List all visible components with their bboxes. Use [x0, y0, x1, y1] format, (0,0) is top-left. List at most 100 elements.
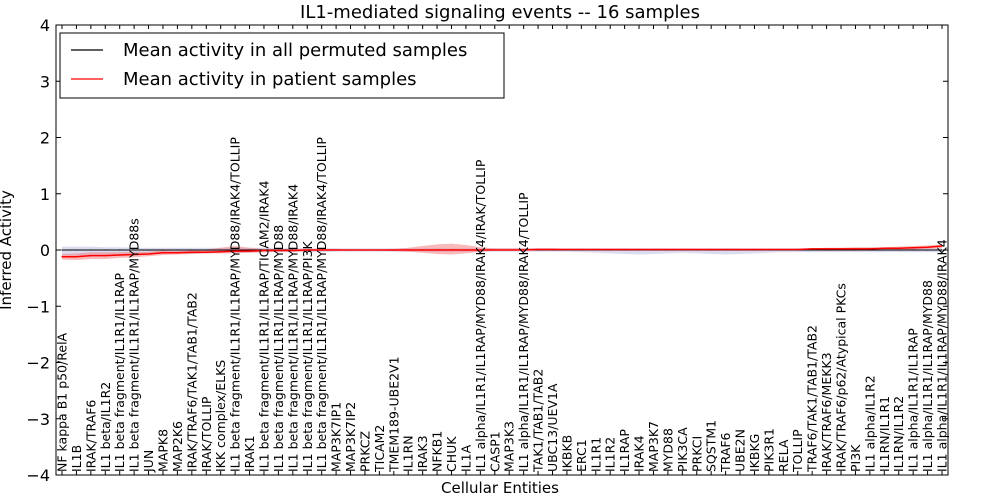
x-tick-label: UBC13/UEV1A: [545, 383, 560, 472]
patient-point: [566, 248, 568, 251]
x-axis-label: Cellular Entities: [441, 479, 559, 497]
patient-point: [537, 248, 539, 251]
patient-point: [119, 254, 121, 256]
x-tick-label: NFKB1: [430, 431, 445, 472]
x-tick-label: MAP3K7: [646, 421, 661, 472]
patient-point: [349, 249, 352, 251]
patient-point: [609, 248, 611, 251]
patient-point: [595, 248, 597, 251]
y-tick-label: 0: [40, 241, 50, 260]
permuted-point: [869, 249, 871, 251]
x-tick-label: IKBKG: [747, 434, 762, 472]
permuted-point: [133, 249, 135, 251]
patient-point: [725, 248, 727, 251]
y-tick-label: 1: [40, 185, 50, 204]
patient-point: [234, 250, 236, 252]
patient-point: [580, 248, 582, 251]
x-tick-label: IL1B: [69, 445, 84, 472]
x-tick-label: PI3K: [848, 444, 863, 472]
y-tick-label: 3: [40, 72, 50, 91]
permuted-point: [162, 249, 164, 251]
x-tick-label: IL1R2: [603, 437, 618, 472]
patient-point: [220, 251, 222, 253]
x-tick-label: ERC1: [574, 439, 589, 472]
x-tick-label: TAK1/TAB1/TAB2: [531, 369, 546, 473]
patient-point: [75, 256, 78, 258]
x-tick-label: PIK3R1: [761, 428, 776, 472]
x-tick-label: NF kappa B1 p50/RelA: [55, 332, 70, 472]
x-tick-label: MYD88: [660, 428, 675, 472]
x-tick-label: IL1 beta fragment/IL1R1/IL1RAP/MYD88/IRA…: [285, 184, 300, 472]
patient-point: [335, 249, 337, 251]
permuted-point: [248, 249, 251, 251]
patient-point: [205, 251, 207, 253]
patient-point: [898, 247, 900, 249]
permuted-point: [811, 249, 813, 251]
permuted-point: [61, 249, 63, 251]
permuted-point: [75, 249, 78, 251]
patient-point: [162, 252, 164, 254]
patient-point: [393, 249, 395, 251]
patient-point: [436, 249, 438, 251]
x-tick-label: IL1RAP: [617, 429, 632, 472]
x-tick-label: IRAK4: [632, 435, 647, 472]
x-tick-label: IL1 beta fragment/IL1R1/IL1RAP: [112, 272, 127, 472]
permuted-point: [941, 249, 943, 251]
x-tick-label: MAP2K6: [170, 421, 185, 472]
x-tick-label: IL1 beta fragment/IL1R1/IL1RAP/MYD88: [271, 225, 286, 472]
x-tick-label: MAP3K3: [502, 421, 517, 472]
line-layer: [61, 245, 943, 258]
x-tick-label: IL1 beta fragment/IL1R1/IL1RAP/PI3K: [300, 241, 315, 472]
patient-point: [854, 248, 857, 250]
patient-point: [811, 248, 813, 250]
permuted-point: [883, 249, 885, 251]
patient-mean-line: [62, 245, 943, 258]
patient-point: [926, 246, 929, 248]
patient-point: [147, 253, 150, 255]
x-tick-label: IL1 beta fragment/IL1R1/IL1RAP/TICAM2/IR…: [256, 181, 271, 472]
x-tick-label: MAP3K7IP1: [329, 402, 344, 472]
legend-label-permuted: Mean activity in all permuted samples: [123, 40, 467, 61]
permuted-point: [90, 249, 92, 251]
permuted-point: [220, 249, 222, 251]
patient-point: [797, 248, 799, 251]
patient-point: [90, 255, 92, 257]
permuted-point: [898, 249, 900, 251]
patient-point: [825, 248, 828, 250]
permuted-point: [205, 249, 207, 251]
patient-point: [681, 248, 683, 251]
x-tick-label: TRAF6: [718, 432, 733, 473]
patient-point: [638, 248, 640, 251]
patient-band: [62, 243, 942, 261]
patient-point: [696, 248, 698, 251]
patient-point: [465, 249, 467, 251]
x-tick-label: IL1 alpha/IL1R1/IL1RAP/MYD88/IRAK4/IRAK/…: [473, 159, 488, 472]
patient-point: [104, 255, 106, 257]
patient-point: [133, 253, 135, 256]
x-tick-label: IRAK/TRAF6/p62/Atypical PKCs: [834, 283, 849, 472]
permuted-point: [234, 249, 236, 251]
patient-point: [176, 252, 179, 254]
x-tick-label: PIK3CA: [675, 427, 690, 472]
patient-point: [667, 248, 669, 251]
patient-point: [61, 256, 63, 258]
x-tick-label: CHUK: [444, 436, 459, 472]
patient-point: [508, 249, 510, 251]
x-tick-label: SQSTM1: [704, 420, 719, 472]
x-tick-label: IKK complex/ELKS: [213, 360, 228, 472]
x-tick-label: MAP3K7IP2: [343, 402, 358, 472]
permuted-point: [926, 249, 929, 251]
x-tick-label: IL1 alpha/IL1R2: [862, 375, 877, 472]
patient-point: [364, 249, 366, 251]
patient-point: [494, 249, 496, 251]
permuted-point: [840, 249, 842, 251]
permuted-point: [825, 249, 828, 251]
patient-point: [407, 249, 409, 251]
x-tick-label: IRAK/TRAF6: [83, 400, 98, 472]
x-tick-label: IRAK/TRAF6/MEKK3: [819, 352, 834, 472]
y-axis-label: Inferred Activity: [0, 190, 15, 310]
x-tick-label: IKBKB: [559, 435, 574, 472]
y-tick-label: −3: [26, 410, 50, 429]
patient-point: [479, 249, 481, 251]
